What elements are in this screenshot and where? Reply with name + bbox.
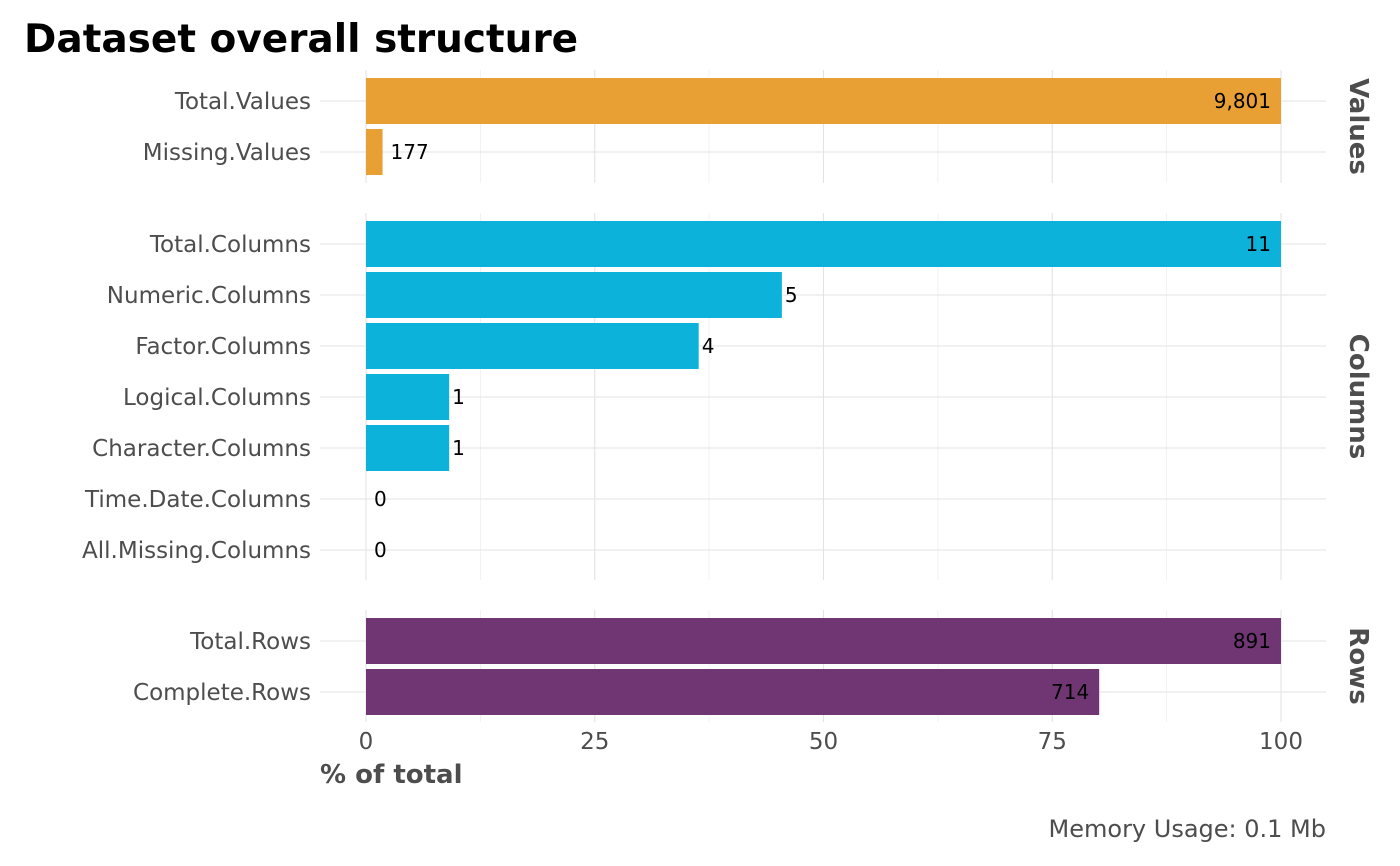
category-label: Total.Values	[174, 89, 311, 115]
x-tick-label: 25	[580, 729, 609, 755]
category-label: Missing.Values	[143, 140, 311, 166]
chart-caption: Memory Usage: 0.1 Mb	[1049, 815, 1326, 843]
panel-rows: Total.Rows 891 Complete.Rows 714 Rows	[133, 610, 1373, 722]
x-tick-label: 0	[359, 729, 374, 755]
bar-complete-rows	[366, 669, 1100, 715]
x-tick-label: 75	[1038, 729, 1067, 755]
category-label: Complete.Rows	[133, 680, 311, 706]
data-label: 177	[391, 140, 429, 164]
data-label: 1	[452, 436, 465, 460]
bar-character-columns	[366, 425, 450, 471]
facet-strip-columns: Columns	[1343, 334, 1373, 459]
category-label: Time.Date.Columns	[84, 487, 311, 513]
bar-factor-columns	[366, 323, 699, 369]
bar-total-columns	[366, 221, 1281, 267]
category-label: Numeric.Columns	[107, 283, 311, 309]
data-label: 714	[1051, 680, 1089, 704]
category-label: Factor.Columns	[135, 334, 311, 360]
chart-title: Dataset overall structure	[24, 17, 578, 62]
data-label: 0	[374, 538, 387, 562]
category-label: Total.Rows	[189, 629, 311, 655]
panel-values: Total.Values 9,801 Missing.Values 177 Values	[143, 70, 1373, 183]
category-label: All.Missing.Columns	[82, 538, 311, 564]
bar-missing-values	[366, 129, 383, 175]
data-label: 5	[785, 283, 798, 307]
bar-total-values	[366, 78, 1281, 124]
chart-panels: Total.Values 9,801 Missing.Values 177 Values…	[82, 70, 1373, 722]
category-label: Logical.Columns	[123, 385, 311, 411]
data-label: 891	[1233, 629, 1271, 653]
data-label: 1	[452, 385, 465, 409]
x-axis-ticks: 0 25 50 75 100	[359, 729, 1303, 755]
x-axis-title: % of total	[320, 760, 463, 790]
bar-logical-columns	[366, 374, 450, 420]
bar-numeric-columns	[366, 272, 782, 318]
facet-strip-rows: Rows	[1343, 627, 1373, 704]
data-label: 9,801	[1214, 89, 1271, 113]
x-tick-label: 100	[1259, 729, 1303, 755]
facet-strip-values: Values	[1343, 78, 1373, 175]
data-label: 4	[702, 334, 715, 358]
category-label: Character.Columns	[92, 436, 311, 462]
x-tick-label: 50	[809, 729, 838, 755]
data-label: 0	[374, 487, 387, 511]
bar-total-rows	[366, 618, 1281, 664]
category-label: Total.Columns	[149, 232, 311, 258]
data-label: 11	[1246, 232, 1271, 256]
